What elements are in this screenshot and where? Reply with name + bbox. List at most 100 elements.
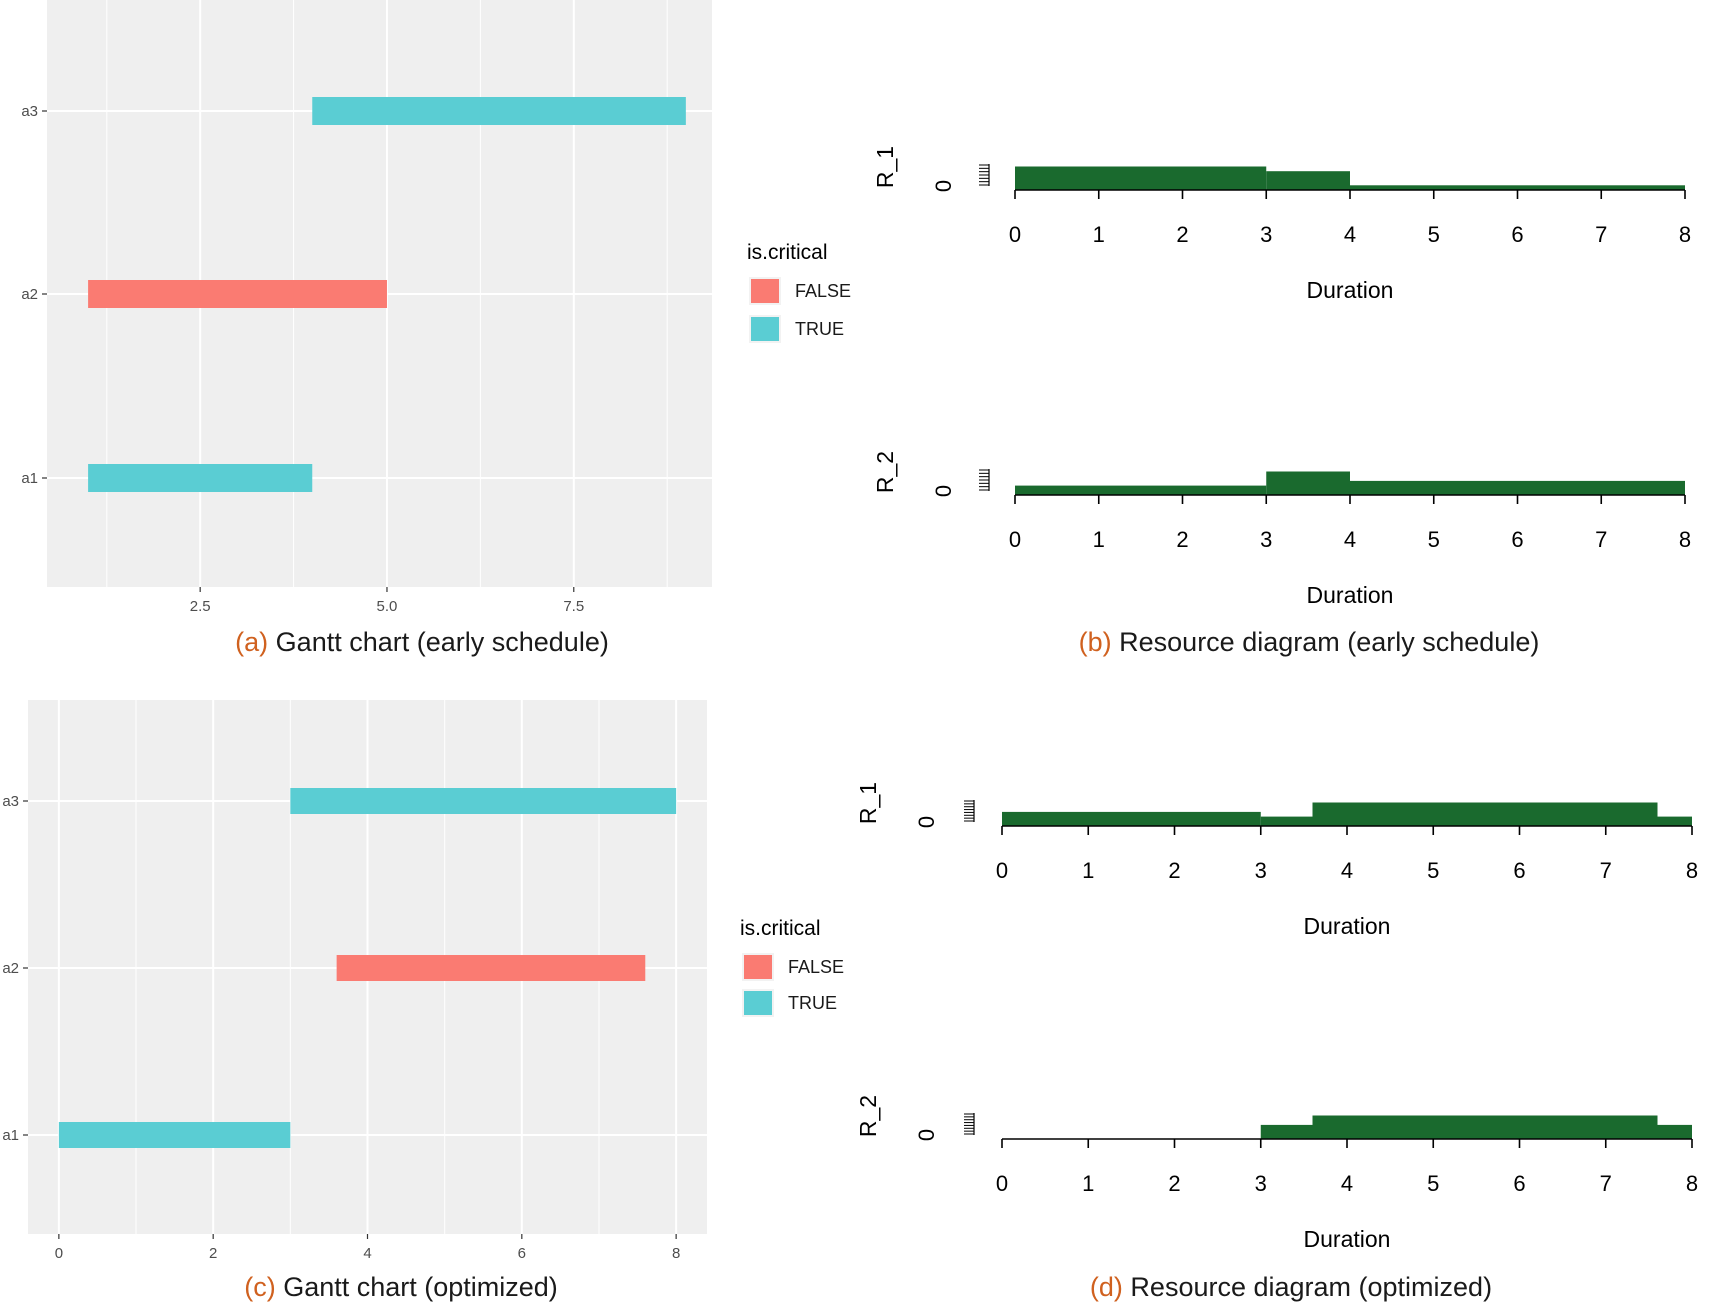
x-tick-label: 7 <box>1595 222 1607 247</box>
legend-label: FALSE <box>788 957 844 977</box>
legend-key-true <box>744 991 772 1015</box>
x-tick-label: 6 <box>1513 858 1525 883</box>
x-tick-label: 0 <box>55 1245 63 1262</box>
x-tick-label: 6 <box>518 1245 526 1262</box>
panel-caption: (b) Resource diagram (early schedule) <box>1079 627 1540 657</box>
y-zero-label: 0 <box>931 485 956 497</box>
x-tick-label: 0 <box>996 1171 1008 1196</box>
x-tick-label: 3 <box>1255 1171 1267 1196</box>
y-tick-label: a3 <box>2 793 19 810</box>
resource-step <box>1266 171 1350 190</box>
resource-step <box>1657 1124 1692 1139</box>
y-zero-label: 0 <box>914 1129 939 1141</box>
x-tick-label: 4 <box>1344 527 1356 552</box>
x-tick-label: 4 <box>1344 222 1356 247</box>
x-tick-label: 0 <box>1009 527 1021 552</box>
resource-label: R_1 <box>855 782 881 824</box>
x-axis-title: Duration <box>1307 277 1394 303</box>
x-axis-title: Duration <box>1304 913 1391 939</box>
legend-key-false <box>751 279 779 303</box>
x-axis-title: Duration <box>1307 582 1394 608</box>
x-tick-label: 6 <box>1513 1171 1525 1196</box>
resource-step <box>1312 1115 1658 1139</box>
resource-label: R_1 <box>872 146 898 188</box>
gantt-bar-a1 <box>88 464 313 492</box>
legend-title: is.critical <box>740 917 821 940</box>
x-tick-label: 7 <box>1600 858 1612 883</box>
x-tick-label: 5 <box>1428 222 1440 247</box>
caption-letter: (d) <box>1090 1272 1123 1302</box>
x-tick-label: 2 <box>209 1245 217 1262</box>
x-tick-label: 6 <box>1511 222 1523 247</box>
y-tick-label: a2 <box>2 960 19 977</box>
x-tick-label: 5 <box>1427 1171 1439 1196</box>
legend-key-true <box>751 317 779 341</box>
legend-title: is.critical <box>747 241 828 264</box>
resource-step <box>1260 1124 1313 1139</box>
caption-text: Gantt chart (optimized) <box>276 1272 558 1302</box>
resource-step <box>1350 185 1685 190</box>
x-tick-label: 4 <box>1341 858 1353 883</box>
x-tick-label: 0 <box>1009 222 1021 247</box>
gantt-bar-a2 <box>336 955 646 981</box>
caption-text: Gantt chart (early schedule) <box>268 627 609 657</box>
x-axis-title: Duration <box>1304 1226 1391 1252</box>
legend-label: FALSE <box>795 281 851 301</box>
caption-letter: (a) <box>235 627 268 657</box>
x-tick-label: 2 <box>1168 1171 1180 1196</box>
resource-step <box>1260 816 1313 826</box>
resource-step <box>1015 485 1267 495</box>
x-tick-label: 1 <box>1082 858 1094 883</box>
x-tick-label: 5 <box>1427 858 1439 883</box>
y-tick-label: a1 <box>21 470 38 487</box>
x-tick-label: 5.0 <box>377 598 398 615</box>
x-tick-label: 6 <box>1511 527 1523 552</box>
gantt-bar-a3 <box>290 788 677 814</box>
panel-caption: (c) Gantt chart (optimized) <box>244 1272 558 1302</box>
x-tick-label: 7 <box>1600 1171 1612 1196</box>
y-tick-label: a3 <box>21 103 38 120</box>
panel-caption: (d) Resource diagram (optimized) <box>1090 1272 1492 1302</box>
resource-step <box>1350 480 1685 495</box>
legend-label: TRUE <box>795 319 844 339</box>
x-tick-label: 8 <box>1686 1171 1698 1196</box>
x-tick-label: 3 <box>1255 858 1267 883</box>
caption-letter: (b) <box>1079 627 1112 657</box>
x-tick-label: 7.5 <box>563 598 584 615</box>
x-tick-label: 3 <box>1260 222 1272 247</box>
x-tick-label: 2 <box>1176 527 1188 552</box>
gantt-bar-a3 <box>312 97 686 125</box>
x-tick-label: 8 <box>1679 222 1691 247</box>
y-zero-label: 0 <box>914 816 939 828</box>
gantt-bar-a1 <box>58 1122 291 1148</box>
x-tick-label: 7 <box>1595 527 1607 552</box>
resource-diagram-early: 0 1 2 3 4 5 6 7 8 Duration 0 R_1 0 1 2 3 4 5 6 7 8 Duration 0 R… <box>872 146 1691 657</box>
x-tick-label: 3 <box>1260 527 1272 552</box>
x-tick-label: 2 <box>1176 222 1188 247</box>
resource-step <box>1312 802 1658 826</box>
y-tick-label: a1 <box>2 1127 19 1144</box>
x-tick-label: 2 <box>1168 858 1180 883</box>
x-tick-label: 5 <box>1428 527 1440 552</box>
caption-text: Resource diagram (optimized) <box>1123 1272 1492 1302</box>
legend-label: TRUE <box>788 993 837 1013</box>
gantt-bar-a2 <box>88 280 387 308</box>
caption-letter: (c) <box>244 1272 275 1302</box>
x-tick-label: 1 <box>1093 222 1105 247</box>
x-tick-label: 4 <box>363 1245 371 1262</box>
caption-text: Resource diagram (early schedule) <box>1112 627 1540 657</box>
resource-step <box>1657 816 1692 826</box>
x-tick-label: 8 <box>1679 527 1691 552</box>
x-tick-label: 8 <box>672 1245 680 1262</box>
y-zero-label: 0 <box>931 180 956 192</box>
resource-step <box>1015 166 1267 190</box>
legend-key-false <box>744 955 772 979</box>
resource-step <box>1266 471 1350 495</box>
gantt-chart-early: 2.5 5.0 7.5 a1 a2 a3 is.critical FALSE TRUE (a) G… <box>21 0 851 657</box>
y-tick-label: a2 <box>21 286 38 303</box>
resource-step <box>1002 811 1261 826</box>
x-tick-label: 1 <box>1082 1171 1094 1196</box>
x-tick-label: 8 <box>1686 858 1698 883</box>
x-tick-label: 0 <box>996 858 1008 883</box>
